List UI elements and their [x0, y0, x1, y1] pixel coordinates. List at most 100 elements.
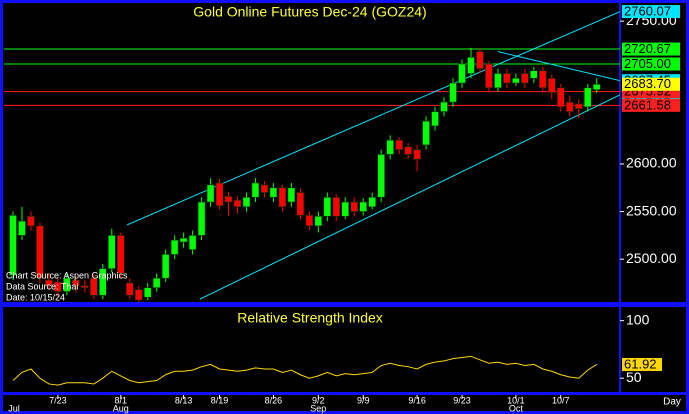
- trendline-tag: 2760.07: [624, 3, 671, 18]
- candle-body: [350, 201, 359, 212]
- rsi-plot: [12, 355, 597, 386]
- trendline-tag-bg: [622, 5, 680, 19]
- month-label: Aug: [113, 403, 129, 413]
- candle-body: [395, 139, 403, 150]
- candle-body: [278, 187, 287, 208]
- candle-body: [233, 199, 242, 208]
- x-tick-label: 8/26: [265, 395, 283, 405]
- candle-body: [547, 77, 556, 93]
- x-tick-label: 8/1: [115, 395, 128, 405]
- candle-body: [107, 235, 116, 269]
- candle-body: [305, 215, 314, 227]
- candle-body: [260, 184, 269, 193]
- candle-body: [215, 182, 224, 207]
- candle-body: [54, 281, 62, 292]
- candle-body: [251, 182, 260, 198]
- candle-body: [458, 63, 466, 84]
- x-tick-label: 9/2: [312, 395, 325, 405]
- candle-body: [368, 196, 377, 208]
- x-tick-label: 9/23: [453, 395, 471, 405]
- candle-body: [134, 289, 143, 301]
- candle-body: [592, 83, 601, 90]
- level-tag-bg: [622, 57, 680, 71]
- candle-body: [27, 216, 35, 227]
- candle-body: [90, 277, 98, 296]
- candle-body: [556, 87, 565, 108]
- note: Date: 10/15/24: [6, 292, 65, 302]
- candle-body: [440, 101, 448, 112]
- candle-body: [431, 111, 439, 127]
- level-tag: 2720.67: [624, 41, 671, 56]
- candle-body: [422, 120, 430, 146]
- price-plot: [4, 11, 620, 302]
- candle-body: [36, 225, 44, 279]
- rsi-y-tick-label: 100: [626, 311, 650, 327]
- candle-body: [206, 184, 215, 203]
- candle-body: [314, 216, 323, 227]
- trendline: [199, 94, 620, 300]
- candle-body: [188, 235, 197, 250]
- candle-body: [152, 277, 161, 289]
- candle-body: [574, 103, 583, 110]
- level-tag-bg: [622, 42, 680, 56]
- panel-divider: [0, 392, 689, 395]
- level-tag: 2661.58: [624, 97, 671, 112]
- candle-body: [449, 82, 457, 103]
- rsi-last-bg: [622, 357, 662, 371]
- candle-body: [476, 51, 484, 70]
- candle-body: [116, 235, 125, 274]
- candle-body: [332, 196, 341, 217]
- candle-body: [341, 201, 350, 217]
- candle-body: [179, 237, 188, 243]
- y-tick-label: 2600.00: [626, 155, 677, 171]
- candle-body: [377, 154, 385, 198]
- candle-body: [583, 87, 592, 108]
- candle-body: [539, 70, 547, 89]
- x-tick-label: 8/13: [175, 395, 193, 405]
- candle-body: [287, 187, 296, 203]
- panel-divider: [0, 302, 689, 307]
- candle-body: [18, 220, 26, 236]
- candle-body: [81, 285, 89, 289]
- last-price-tag-bg: [622, 77, 680, 91]
- candle-body: [359, 201, 368, 212]
- candle-body: [269, 187, 278, 198]
- candle-body: [143, 287, 152, 298]
- candle-body: [467, 57, 475, 74]
- level-tag: 2705.00: [624, 56, 671, 71]
- candle-body: [565, 101, 574, 112]
- candle-body: [161, 254, 170, 279]
- month-label: Sep: [310, 403, 326, 413]
- candle-body: [224, 196, 233, 203]
- rsi-last-tag: 61.92: [624, 356, 657, 371]
- month-label: Jul: [8, 403, 20, 413]
- candle-body: [404, 146, 412, 155]
- candle-body: [125, 282, 134, 296]
- trendline: [497, 51, 620, 82]
- period-label: Day: [663, 397, 681, 408]
- note: Data Source: Thai: [6, 281, 78, 291]
- rsi-title: Relative Strength Index: [237, 310, 383, 326]
- x-tick-label: 10/7: [552, 395, 570, 405]
- x-tick-label: 7/23: [49, 395, 67, 405]
- month-label: Oct: [509, 403, 524, 413]
- x-tick-label: 8/19: [211, 395, 229, 405]
- y-tick-label: 2550.00: [626, 202, 677, 218]
- candle-body: [170, 239, 179, 255]
- candle-body: [512, 77, 520, 84]
- candle-body: [521, 73, 529, 84]
- level-tag-bg: [622, 98, 680, 112]
- candle-body: [413, 149, 421, 160]
- candle-body: [503, 73, 511, 84]
- candle-body: [296, 192, 305, 216]
- candle-body: [45, 279, 53, 287]
- y-tick-label: 2500.00: [626, 250, 677, 266]
- candle-body: [63, 277, 71, 292]
- candle-body: [323, 196, 332, 217]
- candle-body: [485, 63, 493, 89]
- candle-body: [386, 139, 394, 155]
- last-price-tag: 2683.70: [624, 76, 671, 91]
